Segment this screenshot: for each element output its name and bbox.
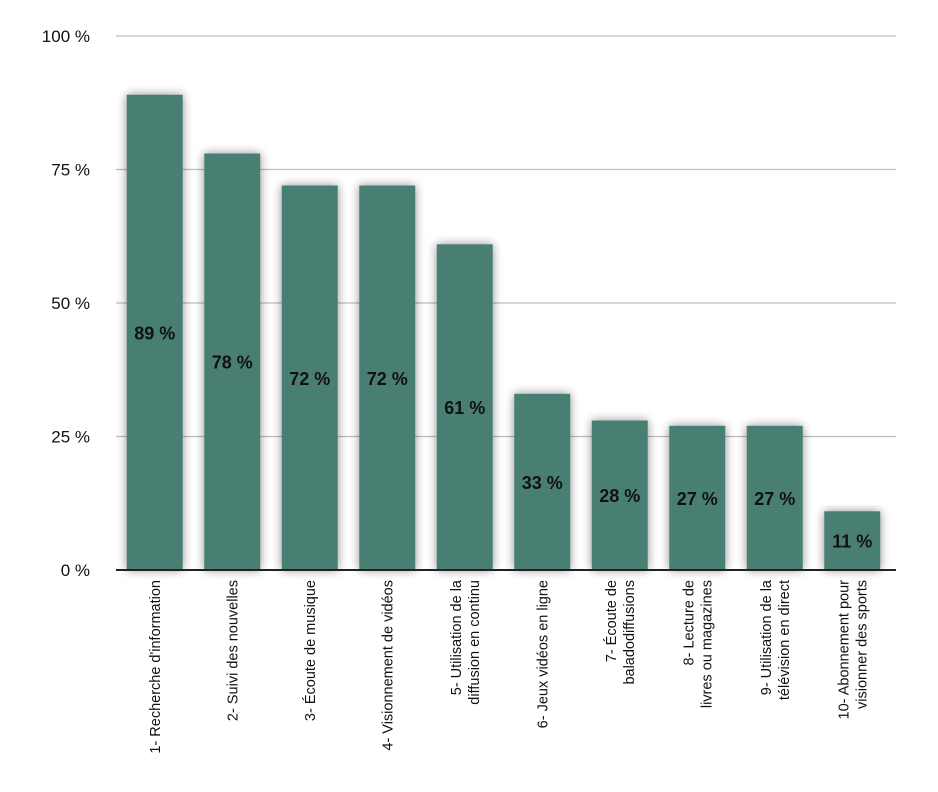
bar bbox=[669, 425, 726, 570]
data-label: 27 % bbox=[677, 489, 718, 509]
data-label: 72 % bbox=[289, 369, 330, 389]
x-tick-label-line: 2- Suivi des nouvelles bbox=[225, 580, 241, 721]
x-tick-label-line: télévision en direct bbox=[777, 580, 793, 700]
y-tick-label: 0 % bbox=[61, 561, 90, 580]
y-tick-label: 50 % bbox=[51, 294, 90, 313]
x-tick-label: 4- Visionnement de vidéos bbox=[380, 580, 396, 751]
bar bbox=[204, 153, 261, 571]
x-tick-label: 8- Lecture de livres ou magazines bbox=[681, 580, 715, 708]
y-axis-ticks: 0 % 25 % 50 % 75 % 100 % bbox=[42, 27, 90, 580]
data-label: 33 % bbox=[522, 473, 563, 493]
data-label: 89 % bbox=[134, 323, 175, 343]
x-tick-label: 5- Utilisation de la diffusion en continu bbox=[449, 579, 483, 705]
x-tick-label: 2- Suivi des nouvelles bbox=[225, 580, 241, 721]
x-tick-label-line: visionner des sports bbox=[854, 580, 870, 709]
bar bbox=[514, 393, 571, 570]
bar bbox=[436, 244, 493, 570]
bar bbox=[359, 185, 416, 570]
x-tick-label-line: 4- Visionnement de vidéos bbox=[380, 580, 396, 751]
data-label: 61 % bbox=[444, 398, 485, 418]
x-tick-label-line: livres ou magazines bbox=[699, 580, 715, 708]
y-tick-label: 25 % bbox=[51, 428, 90, 447]
data-label: 27 % bbox=[754, 489, 795, 509]
x-axis-ticks: 1- Recherche d'information 2- Suivi des n… bbox=[148, 579, 871, 754]
x-tick-label: 1- Recherche d'information bbox=[148, 580, 164, 754]
data-label: 78 % bbox=[212, 353, 253, 373]
y-tick-label: 100 % bbox=[42, 27, 90, 46]
x-tick-label: 6- Jeux vidéos en ligne bbox=[535, 580, 551, 728]
bar bbox=[281, 185, 338, 570]
x-tick-label-line: baladodiffusions bbox=[622, 580, 638, 685]
x-tick-label: 9- Utilisation de la télévision en direct bbox=[759, 579, 793, 700]
x-tick-label-line: 1- Recherche d'information bbox=[148, 580, 164, 754]
x-tick-label-line: 5- Utilisation de la bbox=[449, 579, 465, 695]
bars bbox=[126, 94, 881, 571]
x-tick-label-line: diffusion en continu bbox=[467, 580, 483, 705]
bar bbox=[746, 425, 803, 570]
y-tick-label: 75 % bbox=[51, 161, 90, 180]
x-tick-label-line: 7- Écoute de bbox=[603, 580, 620, 662]
data-label: 72 % bbox=[367, 369, 408, 389]
x-tick-label-line: 10- Abonnement pour bbox=[836, 580, 852, 720]
x-tick-label: 10- Abonnement pour visionner des sports bbox=[836, 580, 870, 720]
bar bbox=[591, 420, 648, 570]
data-labels: 89 % 78 % 72 % 72 % 61 % 33 % 28 % 27 % 27 % 11 % bbox=[134, 323, 872, 551]
x-tick-label-line: 8- Lecture de bbox=[681, 580, 697, 665]
bar bbox=[824, 511, 881, 570]
x-tick-label: 3- Écoute de musique bbox=[302, 580, 319, 721]
x-tick-label-line: 9- Utilisation de la bbox=[759, 579, 775, 695]
x-tick-label-line: 3- Écoute de musique bbox=[302, 580, 319, 721]
data-label: 28 % bbox=[599, 486, 640, 506]
data-label: 11 % bbox=[832, 532, 872, 552]
x-tick-label-line: 6- Jeux vidéos en ligne bbox=[535, 580, 551, 728]
bar bbox=[126, 94, 183, 571]
x-tick-label: 7- Écoute de baladodiffusions bbox=[603, 580, 638, 685]
